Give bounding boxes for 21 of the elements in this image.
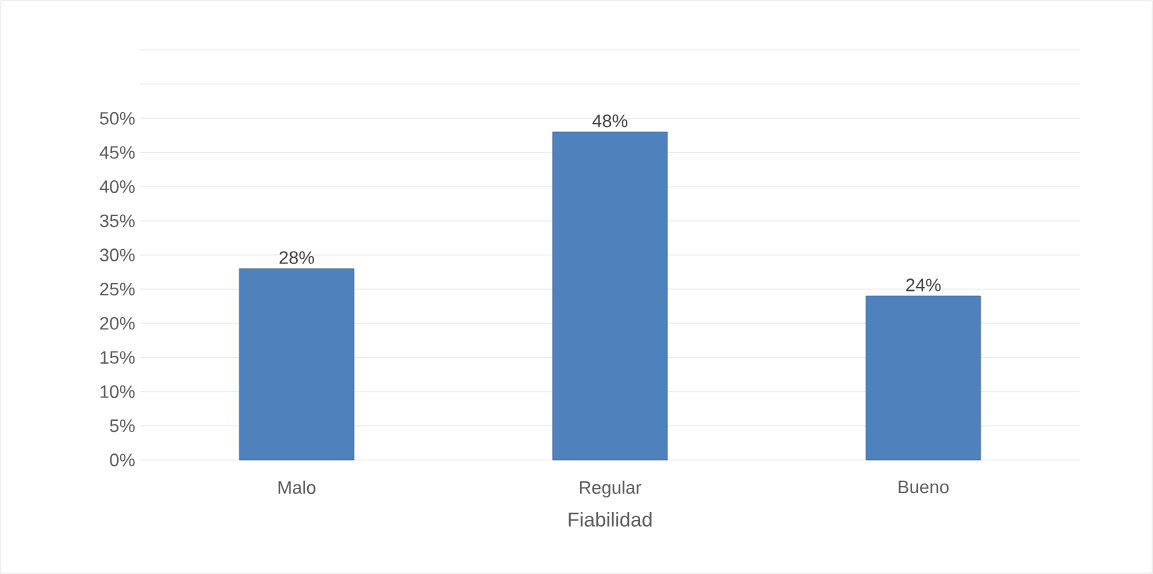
y-tick-label: 0% <box>110 453 135 467</box>
x-tick-label: Malo <box>278 480 316 494</box>
bar <box>865 295 981 461</box>
y-tick-label: 45% <box>99 146 135 159</box>
y-tick-label: 25% <box>100 282 135 296</box>
x-tick-label: Regular <box>579 480 642 498</box>
x-tick-label: Bueno <box>898 480 949 494</box>
data-label: 24% <box>906 278 941 292</box>
y-tick-label: 40% <box>99 180 135 194</box>
y-tick-label: 30% <box>99 248 135 262</box>
data-label: 28% <box>279 251 315 264</box>
y-tick-label: 20% <box>100 316 135 330</box>
y-tick-label: 15% <box>100 351 135 364</box>
data-label: 48% <box>592 114 628 128</box>
y-tick-label: 10% <box>100 385 135 399</box>
y-tick-label: 50% <box>99 111 135 125</box>
bar <box>552 131 668 461</box>
y-tick-label: 35% <box>99 214 135 228</box>
y-tick-label: 5% <box>110 419 135 433</box>
x-axis-title: Fiabilidad <box>568 511 652 527</box>
bar <box>239 268 355 461</box>
